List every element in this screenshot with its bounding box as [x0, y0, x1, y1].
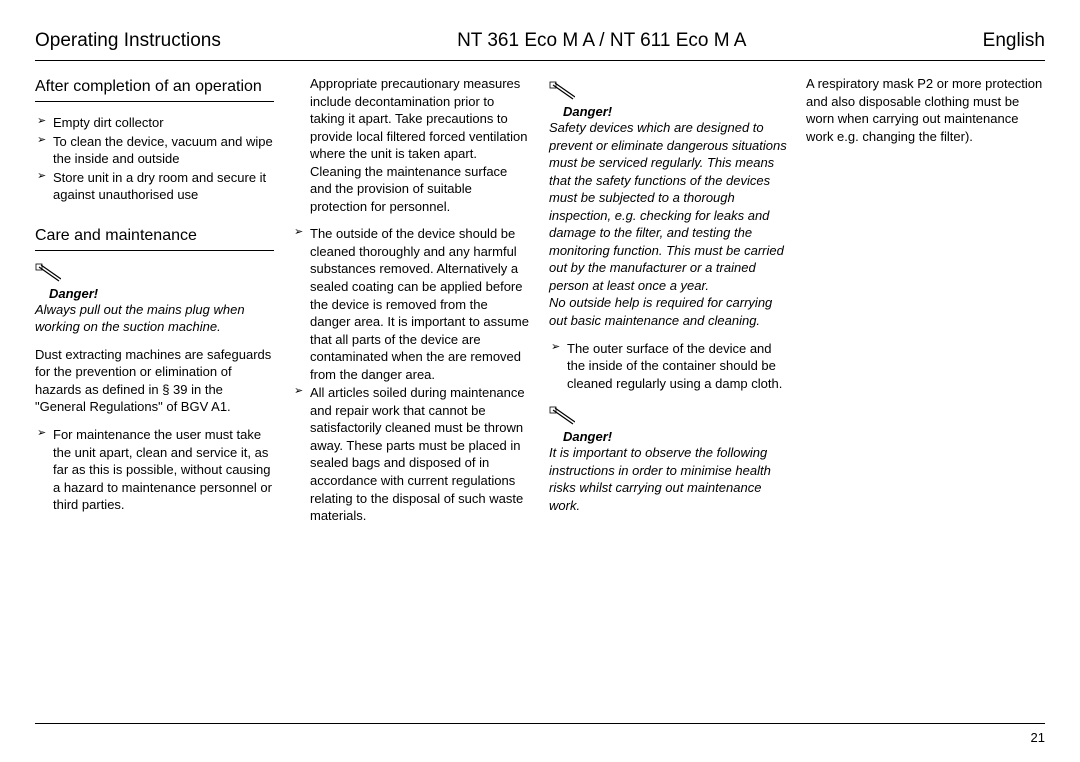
danger-block: Danger! Always pull out the mains plug w… — [35, 263, 274, 336]
list-item: The outside of the device should be clea… — [292, 225, 531, 383]
paragraph: Dust extracting machines are safeguards … — [35, 346, 274, 416]
list-item: All articles soiled during maintenance a… — [292, 384, 531, 524]
column-4: A respiratory mask P2 or more protection… — [806, 75, 1045, 715]
column-2: Appropriate precautionary measures inclu… — [292, 75, 531, 715]
paragraph: Appropriate precautionary measures inclu… — [292, 75, 531, 215]
list-item: For maintenance the user must take the u… — [35, 426, 274, 514]
list-item: Empty dirt collector — [35, 114, 274, 132]
col3-list: The outer surface of the device and the … — [549, 340, 788, 393]
column-3: Danger! Safety devices which are designe… — [549, 75, 788, 715]
paragraph: A respiratory mask P2 or more protection… — [806, 75, 1045, 145]
page-number: 21 — [1031, 730, 1045, 745]
danger-text: It is important to observe the following… — [549, 444, 788, 514]
list-item: To clean the device, vacuum and wipe the… — [35, 133, 274, 168]
header-right: English — [983, 30, 1045, 52]
danger-label: Danger! — [35, 286, 274, 301]
danger-label: Danger! — [549, 429, 788, 444]
header-center: NT 361 Eco M A / NT 611 Eco M A — [457, 30, 746, 52]
danger-label: Danger! — [549, 104, 788, 119]
maintenance-list: For maintenance the user must take the u… — [35, 426, 274, 514]
danger-icon — [549, 81, 575, 104]
danger-icon — [35, 263, 61, 286]
list-item: Store unit in a dry room and secure it a… — [35, 169, 274, 204]
header-left: Operating Instructions — [35, 30, 221, 52]
content-columns: After completion of an operation Empty d… — [35, 75, 1045, 715]
danger-text: No outside help is required for carrying… — [549, 294, 788, 329]
column-1: After completion of an operation Empty d… — [35, 75, 274, 715]
section-title-after-completion: After completion of an operation — [35, 77, 274, 102]
danger-block: Danger! It is important to observe the f… — [549, 406, 788, 514]
section-title-care: Care and maintenance — [35, 226, 274, 251]
list-item: The outer surface of the device and the … — [549, 340, 788, 393]
danger-text: Always pull out the mains plug when work… — [35, 301, 274, 336]
danger-text: Safety devices which are designed to pre… — [549, 119, 788, 294]
danger-block: Danger! Safety devices which are designe… — [549, 81, 788, 330]
page-header: Operating Instructions NT 361 Eco M A / … — [35, 30, 1045, 61]
after-completion-list: Empty dirt collector To clean the device… — [35, 114, 274, 204]
danger-icon — [549, 406, 575, 429]
page-footer: 21 — [35, 723, 1045, 745]
col2-list: The outside of the device should be clea… — [292, 225, 531, 524]
